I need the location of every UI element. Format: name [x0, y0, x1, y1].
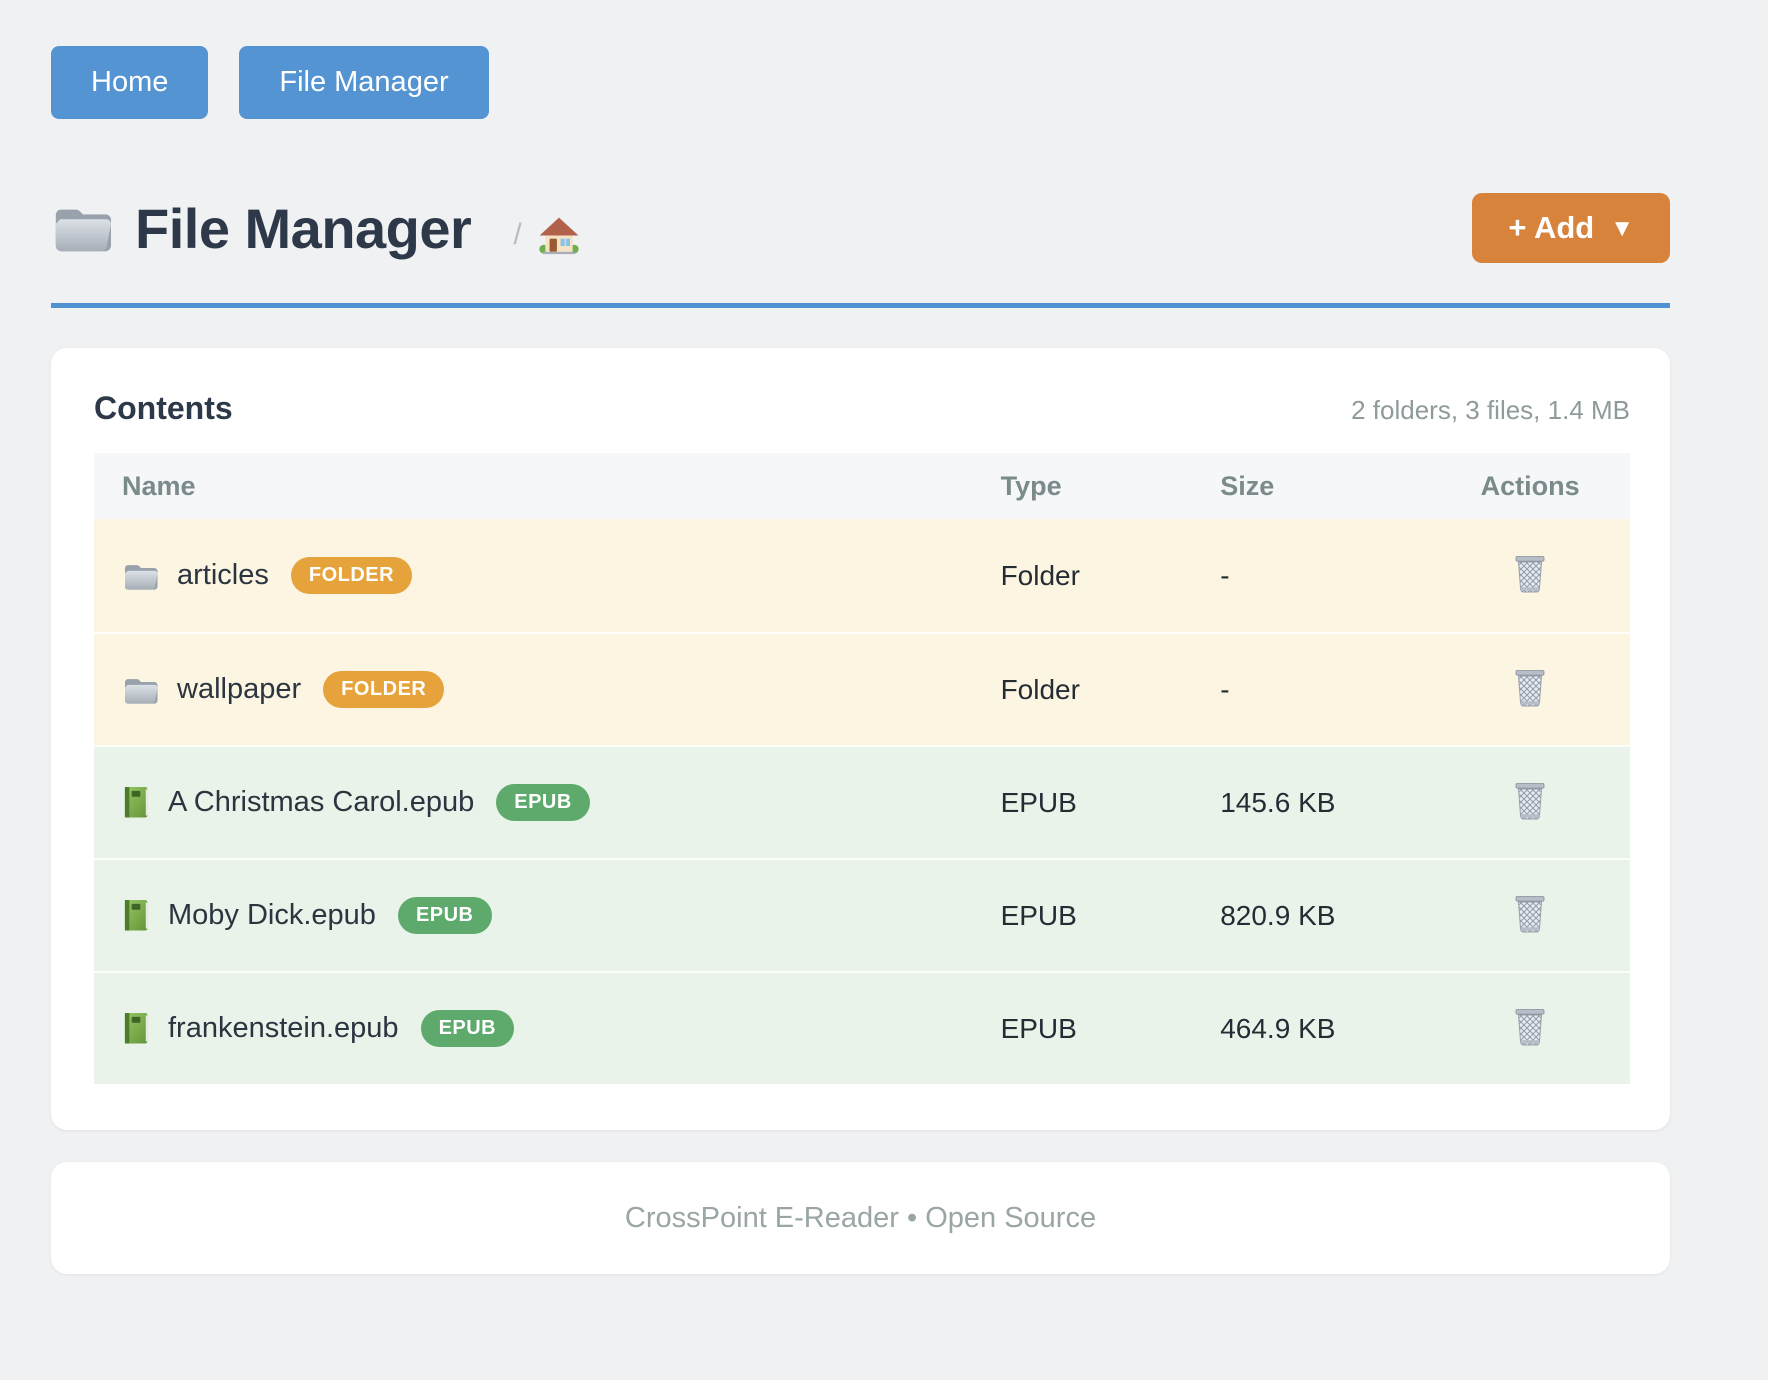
contents-card-header: Contents 2 folders, 3 files, 1.4 MB: [94, 390, 1630, 427]
actions-cell: [1430, 550, 1630, 601]
page-title: File Manager: [135, 196, 472, 260]
file-name-link[interactable]: A Christmas Carol.epub: [122, 785, 474, 820]
file-name-link[interactable]: wallpaper: [122, 673, 301, 706]
file-type-icon: [122, 785, 151, 820]
file-name-link[interactable]: articles: [122, 559, 269, 592]
delete-button[interactable]: [1508, 890, 1552, 938]
contents-title: Contents: [94, 390, 233, 426]
delete-button[interactable]: [1508, 664, 1552, 712]
column-header-actions: Actions: [1480, 470, 1580, 501]
table-row: A Christmas Carol.epub EPUB EPUB 145.6 K…: [94, 745, 1630, 858]
home-button[interactable]: Home: [51, 46, 209, 119]
name-cell: A Christmas Carol.epub EPUB: [94, 784, 973, 821]
page: Home File Manager File Manager / + Add ▼…: [51, 0, 1670, 1274]
column-header-name: Name: [122, 470, 196, 501]
table-row: articles FOLDER Folder -: [94, 519, 1630, 632]
name-cell: wallpaper FOLDER: [94, 671, 973, 708]
title-group: File Manager /: [51, 196, 580, 261]
folder-icon: [51, 200, 115, 256]
trash-icon: [1512, 1007, 1548, 1047]
breadcrumb: /: [513, 214, 579, 256]
delete-button[interactable]: [1508, 777, 1552, 825]
file-type: Folder: [1000, 559, 1080, 591]
file-name: wallpaper: [177, 673, 302, 705]
trash-icon: [1512, 554, 1548, 594]
trash-icon: [1512, 781, 1548, 821]
breadcrumb-separator: /: [513, 218, 522, 251]
file-type-icon: [122, 560, 160, 592]
file-type: EPUB: [1000, 786, 1077, 818]
add-button-label: + Add: [1508, 210, 1595, 245]
actions-cell: [1430, 777, 1630, 828]
table-row: frankenstein.epub EPUB EPUB 464.9 KB: [94, 971, 1630, 1084]
actions-cell: [1430, 664, 1630, 715]
header-divider: [51, 303, 1670, 308]
trash-icon: [1512, 894, 1548, 934]
add-button[interactable]: + Add ▼: [1472, 193, 1670, 263]
file-name: articles: [177, 559, 269, 591]
top-navigation: Home File Manager: [51, 0, 1670, 119]
file-type-icon: [122, 674, 160, 706]
actions-cell: [1430, 890, 1630, 941]
chevron-down-icon: ▼: [1610, 215, 1634, 242]
trash-icon: [1512, 668, 1548, 708]
file-table: Name Type Size Actions articles FOLDER F…: [94, 453, 1630, 1084]
file-name-link[interactable]: Moby Dick.epub: [122, 898, 376, 933]
home-icon[interactable]: [538, 214, 580, 256]
contents-summary: 2 folders, 3 files, 1.4 MB: [1351, 395, 1630, 425]
file-type: EPUB: [1000, 899, 1077, 931]
file-type: EPUB: [1000, 1012, 1077, 1044]
table-body: articles FOLDER Folder - wallpaper FOLDE…: [94, 519, 1630, 1084]
column-header-size: Size: [1220, 470, 1275, 501]
file-badge: EPUB: [420, 1010, 515, 1047]
file-manager-button[interactable]: File Manager: [239, 46, 489, 119]
file-name-link[interactable]: frankenstein.epub: [122, 1011, 399, 1046]
file-size: 464.9 KB: [1220, 1012, 1336, 1044]
file-type-icon: [122, 898, 151, 933]
actions-cell: [1430, 1003, 1630, 1054]
file-size: -: [1220, 673, 1230, 705]
footer: CrossPoint E-Reader • Open Source: [51, 1162, 1670, 1274]
column-header-type: Type: [1000, 470, 1062, 501]
file-size: 820.9 KB: [1220, 899, 1336, 931]
name-cell: Moby Dick.epub EPUB: [94, 897, 973, 934]
file-type-icon: [122, 1011, 151, 1046]
file-name: frankenstein.epub: [168, 1012, 399, 1044]
file-badge: FOLDER: [323, 671, 445, 708]
file-size: 145.6 KB: [1220, 786, 1336, 818]
delete-button[interactable]: [1508, 550, 1552, 598]
table-row: wallpaper FOLDER Folder -: [94, 632, 1630, 745]
name-cell: articles FOLDER: [94, 557, 973, 594]
table-row: Moby Dick.epub EPUB EPUB 820.9 KB: [94, 858, 1630, 971]
file-name: A Christmas Carol.epub: [168, 786, 475, 818]
footer-text: CrossPoint E-Reader • Open Source: [624, 1201, 1097, 1234]
delete-button[interactable]: [1508, 1003, 1552, 1051]
file-name: Moby Dick.epub: [168, 899, 376, 931]
file-size: -: [1220, 559, 1230, 591]
file-badge: EPUB: [397, 897, 492, 934]
file-badge: FOLDER: [290, 557, 413, 594]
page-header: File Manager / + Add ▼: [51, 193, 1670, 263]
table-header: Name Type Size Actions: [94, 453, 1630, 519]
file-type: Folder: [1000, 673, 1080, 705]
contents-card: Contents 2 folders, 3 files, 1.4 MB Name…: [51, 348, 1670, 1130]
name-cell: frankenstein.epub EPUB: [94, 1010, 973, 1047]
file-badge: EPUB: [496, 784, 590, 821]
